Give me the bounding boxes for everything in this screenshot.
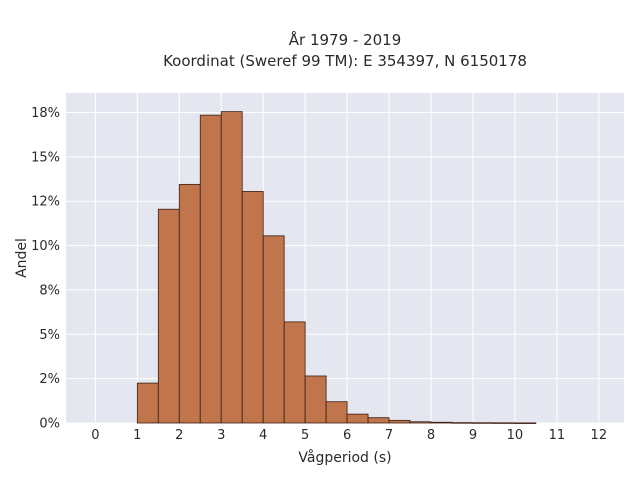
histogram-bar [367, 417, 390, 424]
y-tick-label: 5% [39, 328, 60, 343]
histogram-bar [157, 208, 180, 424]
x-tick-label: 5 [301, 428, 309, 443]
x-tick-label: 9 [469, 428, 477, 443]
x-tick-label: 12 [591, 428, 608, 443]
x-tick-label: 2 [175, 428, 183, 443]
histogram-bar [514, 422, 537, 424]
histogram-bar [136, 382, 159, 424]
histogram-bar [472, 422, 495, 424]
y-tick-label: 0% [39, 417, 60, 432]
histogram-bar [430, 421, 453, 424]
histogram-bar [178, 183, 201, 424]
y-tick-label: 2% [39, 372, 60, 387]
histogram-bars [136, 111, 537, 424]
x-tick-labels: 0 1 2 3 4 5 6 7 8 9 10 11 12 [91, 428, 607, 443]
y-tick-label: 12% [31, 195, 60, 210]
x-tick-label: 8 [427, 428, 435, 443]
x-tick-label: 1 [133, 428, 141, 443]
x-axis-label: Vågperiod (s) [298, 449, 391, 466]
plot-area [66, 93, 624, 423]
chart-title-line1: År 1979 - 2019 [289, 30, 402, 49]
x-tick-label: 7 [385, 428, 393, 443]
y-tick-label: 8% [39, 283, 60, 298]
x-tick-label: 6 [343, 428, 351, 443]
y-axis-label: Andel [14, 238, 30, 278]
histogram-bar [199, 114, 222, 424]
x-tick-label: 10 [507, 428, 524, 443]
histogram-bar [262, 235, 285, 424]
histogram-bar [409, 421, 432, 424]
y-tick-label: 15% [31, 150, 60, 165]
histogram-bar [388, 419, 411, 424]
chart-title-line2: Koordinat (Sweref 99 TM): E 354397, N 61… [163, 52, 527, 70]
histogram-bar [241, 191, 264, 424]
y-tick-labels: 0% 2% 5% 8% 10% 12% 15% 18% [31, 106, 60, 431]
histogram-bar [325, 401, 348, 424]
x-tick-label: 3 [217, 428, 225, 443]
histogram-bar [283, 321, 306, 424]
x-tick-label: 4 [259, 428, 267, 443]
histogram-bar [451, 422, 474, 424]
x-tick-label: 11 [549, 428, 566, 443]
histogram-bar [493, 422, 516, 424]
histogram-bar [346, 413, 369, 424]
histogram-bar [220, 111, 243, 424]
y-tick-label: 10% [31, 239, 60, 254]
x-tick-label: 0 [91, 428, 99, 443]
y-tick-label: 18% [31, 106, 60, 121]
histogram-bar [304, 375, 327, 424]
